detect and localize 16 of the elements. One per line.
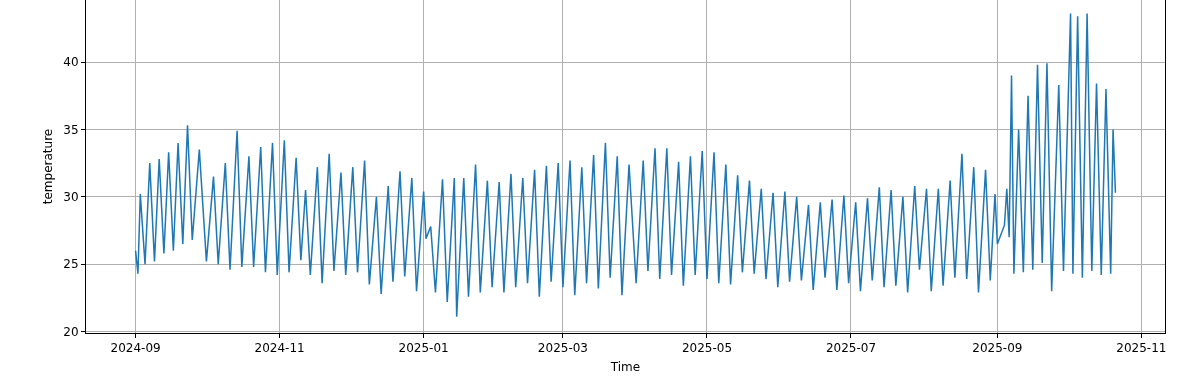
x-tick-label: 2024-11 [254, 341, 305, 356]
x-tick-label: 2025-09 [972, 341, 1023, 356]
x-tick-label: 2025-05 [681, 341, 733, 356]
x-tick-label: 2025-11 [1116, 341, 1167, 356]
x-tick-label: 2025-01 [398, 341, 449, 356]
y-tick-label: 40 [63, 55, 79, 70]
x-axis-title: Time [609, 360, 641, 375]
line-series [134, 12, 1117, 318]
y-tick-label: 30 [63, 190, 79, 205]
y-tick-label: 25 [63, 257, 79, 272]
y-tick-label: 35 [63, 122, 79, 137]
x-tick-label: 2024-09 [110, 341, 161, 356]
y-tick-label: 20 [63, 324, 79, 339]
x-tick-label: 2025-07 [825, 341, 877, 356]
y-axis-title: temperature [40, 128, 55, 205]
x-tick-label: 2025-03 [537, 341, 588, 356]
